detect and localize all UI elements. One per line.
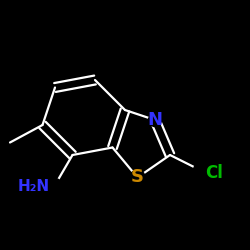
Circle shape <box>148 114 162 126</box>
Circle shape <box>130 170 145 185</box>
Text: Cl: Cl <box>205 164 223 182</box>
Circle shape <box>48 178 62 192</box>
Text: H₂N: H₂N <box>18 179 50 194</box>
Text: N: N <box>148 111 162 129</box>
Circle shape <box>194 164 206 176</box>
Text: S: S <box>131 168 144 186</box>
